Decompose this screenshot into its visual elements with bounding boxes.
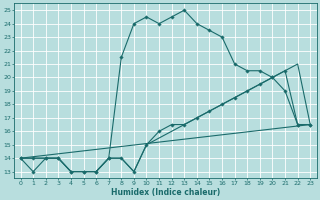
X-axis label: Humidex (Indice chaleur): Humidex (Indice chaleur) [111, 188, 220, 197]
